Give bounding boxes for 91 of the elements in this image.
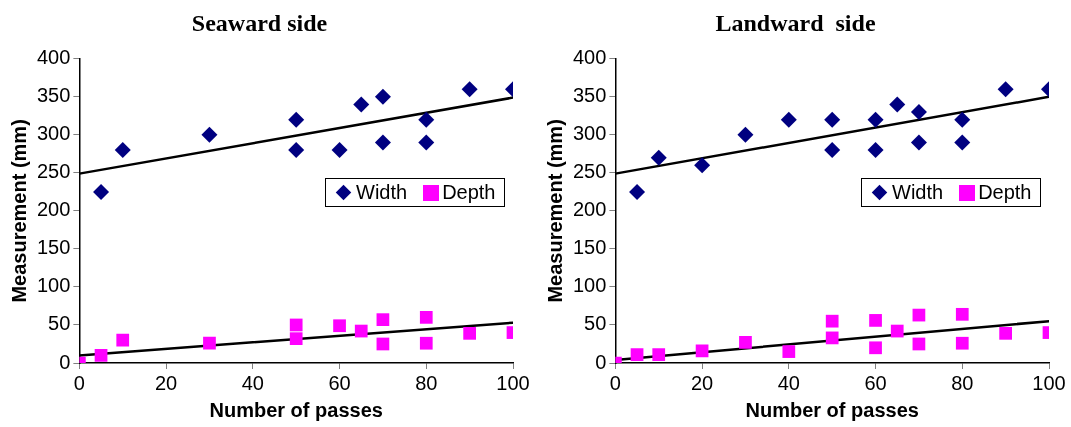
point xyxy=(629,183,646,200)
point xyxy=(997,81,1014,98)
point xyxy=(954,134,971,151)
y-axis-title: Measurement (mm) xyxy=(7,119,30,303)
point xyxy=(353,96,370,113)
y-tick-label: 250 xyxy=(36,160,71,183)
point xyxy=(418,134,435,151)
point xyxy=(354,324,368,338)
x-tick-label: 40 xyxy=(777,371,800,394)
point xyxy=(739,336,752,349)
point xyxy=(694,157,711,174)
y-tick-label: 250 xyxy=(572,160,607,183)
x-tick-label: 40 xyxy=(241,371,264,394)
x-tick-label: 0 xyxy=(73,371,85,394)
x-tick-label: 100 xyxy=(1032,371,1066,394)
y-tick-label: 150 xyxy=(572,236,607,259)
point xyxy=(201,126,218,143)
y-tick-label: 350 xyxy=(572,84,607,107)
y-tick-label: 400 xyxy=(572,46,607,69)
point xyxy=(869,341,882,355)
y-tick-label: 200 xyxy=(36,198,71,221)
point xyxy=(288,142,305,159)
y-tick-label: 300 xyxy=(36,122,71,145)
point xyxy=(463,326,476,340)
point xyxy=(650,149,667,166)
point xyxy=(289,318,303,332)
legend-label: Width xyxy=(891,181,944,205)
point xyxy=(116,333,130,347)
point xyxy=(461,81,478,98)
point xyxy=(419,311,433,324)
point xyxy=(954,111,971,128)
y-tick-label: 200 xyxy=(572,198,607,221)
y-tick-label: 350 xyxy=(36,84,71,107)
legend-label: Depth xyxy=(441,181,496,205)
x-axis-title: Number of passes xyxy=(745,398,919,421)
point xyxy=(999,326,1012,340)
x-tick-label: 100 xyxy=(496,371,530,394)
x-tick-label: 80 xyxy=(415,371,438,394)
point xyxy=(910,134,927,151)
point xyxy=(114,142,131,159)
x-tick-label: 80 xyxy=(951,371,974,394)
point xyxy=(288,111,305,128)
point xyxy=(825,314,839,328)
point xyxy=(824,142,841,159)
point xyxy=(955,336,969,350)
point xyxy=(910,104,927,121)
point xyxy=(869,314,882,327)
point xyxy=(93,183,110,200)
chart-title: Landward side xyxy=(715,9,876,36)
point xyxy=(867,111,884,128)
point xyxy=(203,336,216,350)
point xyxy=(825,331,839,345)
point xyxy=(418,111,435,128)
x-tick-label: 60 xyxy=(328,371,351,394)
point xyxy=(94,349,108,362)
point xyxy=(374,88,391,105)
point xyxy=(419,336,433,350)
point xyxy=(630,348,644,361)
x-tick-label: 20 xyxy=(154,371,178,394)
y-tick-label: 50 xyxy=(48,312,71,335)
point xyxy=(737,126,754,143)
point xyxy=(652,348,666,361)
chart-title: Seaward side xyxy=(191,9,328,36)
point xyxy=(289,332,303,346)
y-tick-label: 400 xyxy=(36,46,71,69)
y-tick-label: 300 xyxy=(572,122,607,145)
y-tick-label: 150 xyxy=(36,236,71,259)
x-tick-label: 20 xyxy=(690,371,714,394)
legend-label: Depth xyxy=(977,181,1032,205)
point xyxy=(331,142,348,159)
point xyxy=(695,344,709,358)
y-tick-label: 0 xyxy=(595,350,607,373)
y-tick-label: 100 xyxy=(572,274,607,297)
legend-label: Width xyxy=(355,181,408,205)
y-axis-title: Measurement (mm) xyxy=(543,119,566,303)
x-tick-label: 60 xyxy=(864,371,887,394)
point xyxy=(780,111,797,128)
y-tick-label: 50 xyxy=(584,312,607,335)
point xyxy=(890,324,904,338)
y-tick-label: 100 xyxy=(36,274,71,297)
point xyxy=(374,134,391,151)
point xyxy=(824,111,841,128)
point xyxy=(333,319,346,333)
point xyxy=(376,313,390,327)
y-tick-label: 0 xyxy=(59,350,71,373)
x-axis-title: Number of passes xyxy=(209,398,383,421)
point xyxy=(867,142,884,159)
point xyxy=(782,345,796,358)
point xyxy=(889,96,906,113)
point xyxy=(955,307,969,321)
x-tick-label: 0 xyxy=(609,371,621,394)
